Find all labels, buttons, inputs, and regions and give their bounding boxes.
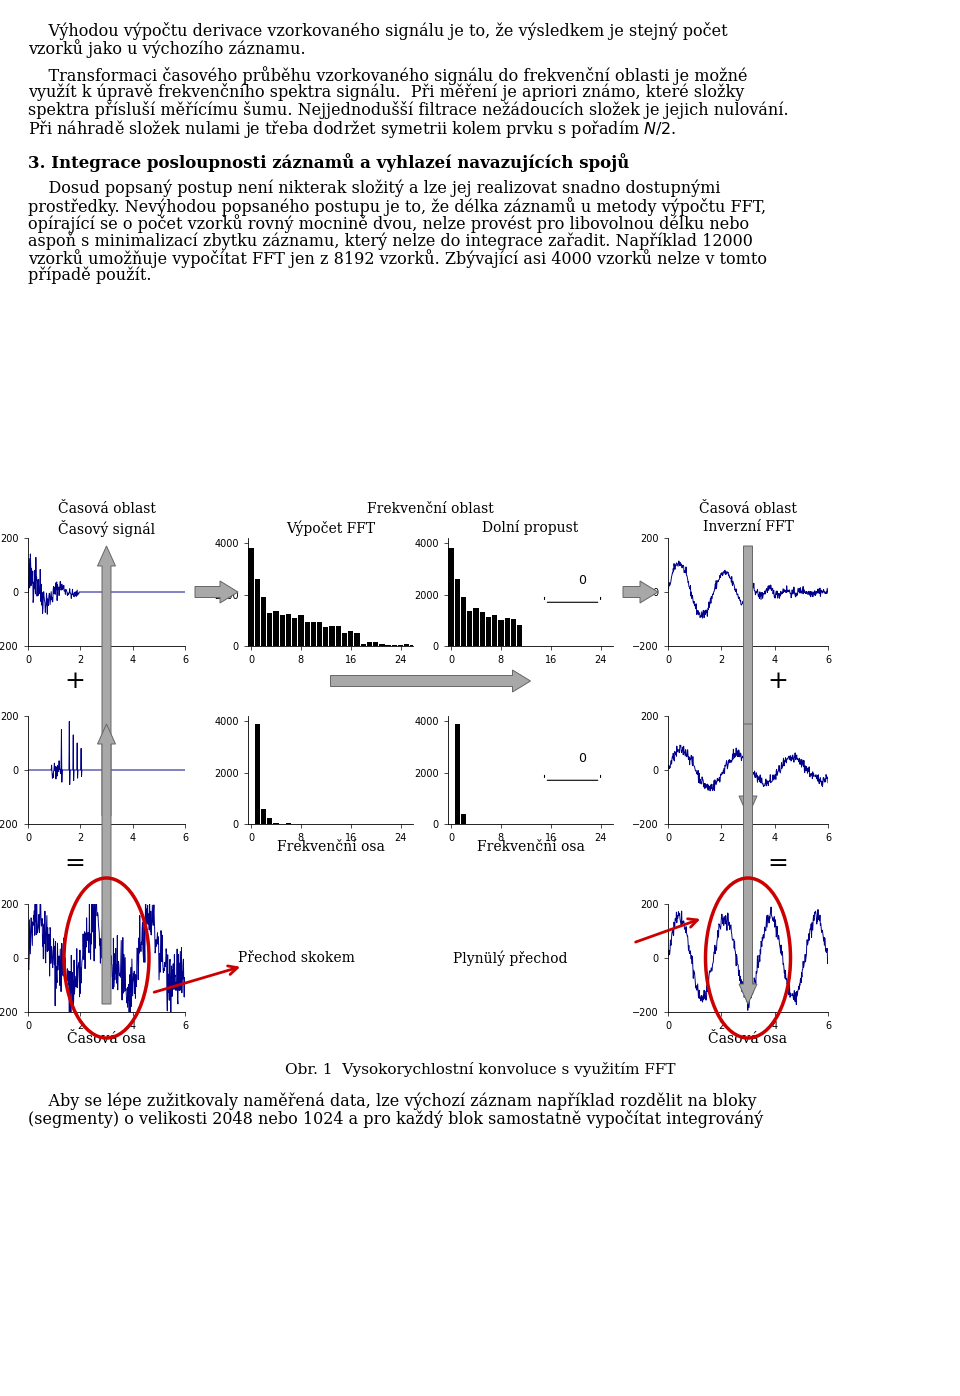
Text: Plynülý přechod: Plynülý přechod <box>453 951 567 966</box>
Bar <box>317 621 323 646</box>
Bar <box>516 625 522 646</box>
Bar <box>267 613 273 646</box>
Text: +: + <box>768 670 788 692</box>
Text: využít k úpravě frekvenčního spektra signálu.  Při měření je apriori známo, kter: využít k úpravě frekvenčního spektra sig… <box>28 84 744 102</box>
Text: Frekvenční osa: Frekvenční osa <box>276 840 384 854</box>
Bar <box>468 611 472 646</box>
Bar <box>254 579 260 646</box>
Text: Časová oblast: Časová oblast <box>58 503 156 517</box>
Text: Výpočet FFT: Výpočet FFT <box>286 519 375 536</box>
Bar <box>461 597 467 646</box>
Bar <box>254 723 260 824</box>
Text: Časová osa: Časová osa <box>67 1032 146 1046</box>
Text: Časová oblast: Časová oblast <box>699 503 797 517</box>
Text: Při náhradě složek nulami je třeba dodržet symetrii kolem prvku s pořadím $N/2$.: Při náhradě složek nulami je třeba dodrž… <box>28 119 676 140</box>
Bar <box>511 620 516 646</box>
Text: (segmenty) o velikosti 2048 nebo 1024 a pro každý blok samostatně vypočítat inte: (segmenty) o velikosti 2048 nebo 1024 a … <box>28 1110 763 1128</box>
Text: Transformaci časového průběhu vzorkovaného signálu do frekvenční oblasti je možn: Transformaci časového průběhu vzorkované… <box>28 66 748 85</box>
Bar <box>448 549 454 646</box>
Bar <box>299 616 303 646</box>
Polygon shape <box>98 725 115 1004</box>
Bar <box>461 814 467 824</box>
Bar <box>304 621 310 646</box>
Bar <box>473 607 479 646</box>
Text: případě použít.: případě použít. <box>28 267 152 285</box>
Text: Dosud popsaný postup není nikterak složitý a lze jej realizovat snadno dostupným: Dosud popsaný postup není nikterak složi… <box>28 180 721 197</box>
Bar <box>480 613 485 646</box>
Bar <box>361 644 366 646</box>
Bar <box>261 808 266 824</box>
Bar <box>267 818 273 824</box>
Text: Dolní propust: Dolní propust <box>482 519 579 535</box>
Text: 0: 0 <box>578 574 586 588</box>
Text: Inverzní FFT: Inverzní FFT <box>703 519 793 535</box>
Bar <box>311 623 316 646</box>
Text: Obr. 1  Vysokorychlostní konvoluce s využitím FFT: Obr. 1 Vysokorychlostní konvoluce s využ… <box>285 1062 675 1076</box>
Bar <box>342 634 348 646</box>
Text: Časová osa: Časová osa <box>708 1032 787 1046</box>
Bar <box>274 611 278 646</box>
Text: =: = <box>768 853 788 875</box>
Text: 0: 0 <box>578 752 586 765</box>
Text: prostředky. Nevýhodou popsaného postupu je to, že délka záznamů u metody výpočtu: prostředky. Nevýhodou popsaného postupu … <box>28 197 766 216</box>
Polygon shape <box>739 546 757 817</box>
Bar <box>286 614 291 646</box>
Text: opírајící se o počet vzorků rovný mocnině dvou, nelze provést pro libovolnou dél: opírајící se o počet vzorků rovný mocnin… <box>28 215 749 233</box>
Bar <box>373 642 378 646</box>
Bar <box>336 625 341 646</box>
Bar <box>292 618 298 646</box>
Polygon shape <box>330 670 531 692</box>
Polygon shape <box>195 581 238 603</box>
Text: Výhodou výpočtu derivace vzorkovaného signálu je to, že výsledkem je stejný poče: Výhodou výpočtu derivace vzorkovaného si… <box>28 22 728 40</box>
Text: =: = <box>64 853 84 875</box>
Text: +: + <box>64 670 84 692</box>
Text: Přechod skokem: Přechod skokem <box>238 951 355 965</box>
Bar <box>249 549 253 646</box>
Polygon shape <box>739 725 757 1004</box>
Bar <box>279 616 285 646</box>
Bar <box>486 617 492 646</box>
Bar <box>324 627 328 646</box>
Text: Časový signál: Časový signál <box>58 519 156 537</box>
Bar <box>367 642 372 646</box>
Bar <box>455 579 460 646</box>
Text: vzorků umožňuje vypočítat FFT jen z 8192 vzorků. Zbývající asi 4000 vzorků nelze: vzorků umožňuje vypočítat FFT jen z 8192… <box>28 250 767 268</box>
Text: 3. Integrace posloupnosti záznamů a vyhlazeí navazujících spojů: 3. Integrace posloupnosti záznamů a vyhl… <box>28 154 630 172</box>
Bar <box>379 645 385 646</box>
Polygon shape <box>98 546 115 817</box>
Bar <box>505 618 510 646</box>
Text: Aby se lépe zužitkovaly naměřená data, lze výchozí záznam například rozdělit na : Aby se lépe zužitkovaly naměřená data, l… <box>28 1092 756 1110</box>
Polygon shape <box>623 581 658 603</box>
Bar <box>498 620 504 646</box>
Bar <box>329 627 335 646</box>
Bar <box>348 631 353 646</box>
Bar <box>261 597 266 646</box>
Text: aspoň s minimalizací zbytku záznamu, který nelze do integrace zařadit. Například: aspoň s minimalizací zbytku záznamu, kte… <box>28 232 753 250</box>
Bar <box>492 616 497 646</box>
Bar <box>455 723 460 824</box>
Text: spektra přísluší měřícímu šumu. Nejjednodušší filtrace nežádoucích složek je jej: spektra přísluší měřícímu šumu. Nejjedno… <box>28 101 788 119</box>
Text: Frekvenční osa: Frekvenční osa <box>476 840 585 854</box>
Bar <box>404 644 409 646</box>
Bar <box>354 632 360 646</box>
Text: Frekvenční oblast: Frekvenční oblast <box>367 503 493 517</box>
Text: vzorků jako u výchozího záznamu.: vzorků jako u výchozího záznamu. <box>28 39 305 59</box>
